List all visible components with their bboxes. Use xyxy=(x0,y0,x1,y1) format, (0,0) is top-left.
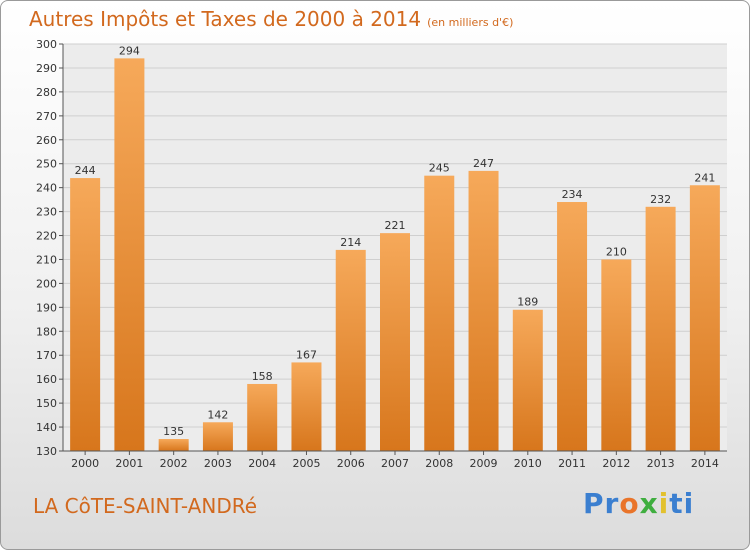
value-label: 245 xyxy=(429,162,450,175)
x-tick-label: 2007 xyxy=(381,457,409,470)
logo-letter: r xyxy=(604,487,620,520)
y-tick-label: 130 xyxy=(36,445,57,458)
y-tick-label: 280 xyxy=(36,86,57,99)
value-label: 214 xyxy=(340,236,361,249)
bar-2013 xyxy=(645,206,676,451)
value-label: 142 xyxy=(207,408,228,421)
bar-2000 xyxy=(70,178,101,451)
y-tick-label: 200 xyxy=(36,277,57,290)
value-label: 244 xyxy=(75,164,96,177)
value-label: 167 xyxy=(296,348,317,361)
y-tick-label: 240 xyxy=(36,182,57,195)
y-tick-label: 230 xyxy=(36,206,57,219)
y-tick-label: 300 xyxy=(36,38,57,51)
x-tick-label: 2010 xyxy=(514,457,542,470)
bar-2011 xyxy=(557,202,588,451)
x-tick-label: 2008 xyxy=(425,457,453,470)
bar-2008 xyxy=(424,175,455,452)
logo-letter: i xyxy=(658,487,670,520)
y-tick-label: 290 xyxy=(36,62,57,75)
value-label: 135 xyxy=(163,425,184,438)
commune-name: LA CôTE-SAINT-ANDRé xyxy=(33,494,258,518)
value-label: 294 xyxy=(119,44,140,57)
x-tick-label: 2013 xyxy=(647,457,675,470)
proxiti-logo: Proxiti xyxy=(583,487,694,520)
chart-subtitle: (en milliers d'€) xyxy=(427,16,514,29)
chart-title: Autres Impôts et Taxes de 2000 à 2014 (en… xyxy=(29,7,513,31)
value-label: 210 xyxy=(606,245,627,258)
x-tick-label: 2012 xyxy=(602,457,630,470)
value-label: 221 xyxy=(385,219,406,232)
x-tick-label: 2001 xyxy=(115,457,143,470)
logo-letter: i xyxy=(683,487,695,520)
value-label: 241 xyxy=(694,171,715,184)
bars xyxy=(70,58,720,452)
bar-2010 xyxy=(512,309,543,451)
value-label: 232 xyxy=(650,193,671,206)
value-label: 189 xyxy=(517,296,538,309)
bar-2012 xyxy=(601,259,632,451)
x-axis-labels: 2000 2001 2002 2003 2004 2005 2006 2007 2008 2009… xyxy=(71,451,719,470)
y-tick-label: 210 xyxy=(36,253,57,266)
y-tick-label: 150 xyxy=(36,397,57,410)
y-tick-label: 190 xyxy=(36,301,57,314)
x-tick-label: 2011 xyxy=(558,457,586,470)
x-tick-label: 2000 xyxy=(71,457,99,470)
bar-2014 xyxy=(689,185,720,452)
bar-2007 xyxy=(380,233,410,451)
y-tick-label: 170 xyxy=(36,349,57,362)
bar-2005 xyxy=(291,362,322,451)
bar-2003 xyxy=(202,422,233,451)
x-tick-label: 2003 xyxy=(204,457,232,470)
y-tick-label: 180 xyxy=(36,325,57,338)
x-tick-label: 2004 xyxy=(248,457,276,470)
y-tick-label: 250 xyxy=(36,158,57,171)
y-tick-label: 260 xyxy=(36,134,57,147)
bar-2001 xyxy=(114,58,145,451)
value-labels: 244 294 135 142 158 167 214 221 245 247 189 234 210 2… xyxy=(75,44,716,438)
bar-2009 xyxy=(468,170,499,451)
logo-letter: o xyxy=(619,487,640,520)
y-tick-label: 140 xyxy=(36,421,57,434)
x-tick-label: 2005 xyxy=(292,457,320,470)
y-tick-label: 220 xyxy=(36,230,57,243)
y-tick-label: 160 xyxy=(36,373,57,386)
x-tick-label: 2006 xyxy=(337,457,365,470)
value-label: 247 xyxy=(473,157,494,170)
bar-2004 xyxy=(247,383,278,451)
x-tick-label: 2002 xyxy=(160,457,188,470)
x-tick-label: 2009 xyxy=(470,457,498,470)
logo-letter: x xyxy=(639,487,659,520)
y-axis-labels: 130 140 150 160 170 180 190 200 210 220 230 240 250 2… xyxy=(36,38,57,458)
bar-2006 xyxy=(335,249,366,451)
logo-letter: t xyxy=(669,487,684,520)
value-label: 158 xyxy=(252,370,273,383)
logo-letter: P xyxy=(583,487,605,520)
x-tick-label: 2014 xyxy=(691,457,719,470)
y-tick-label: 270 xyxy=(36,110,57,123)
bar-2002 xyxy=(158,439,189,451)
value-label: 234 xyxy=(562,188,583,201)
chart-title-text: Autres Impôts et Taxes de 2000 à 2014 xyxy=(29,7,422,31)
